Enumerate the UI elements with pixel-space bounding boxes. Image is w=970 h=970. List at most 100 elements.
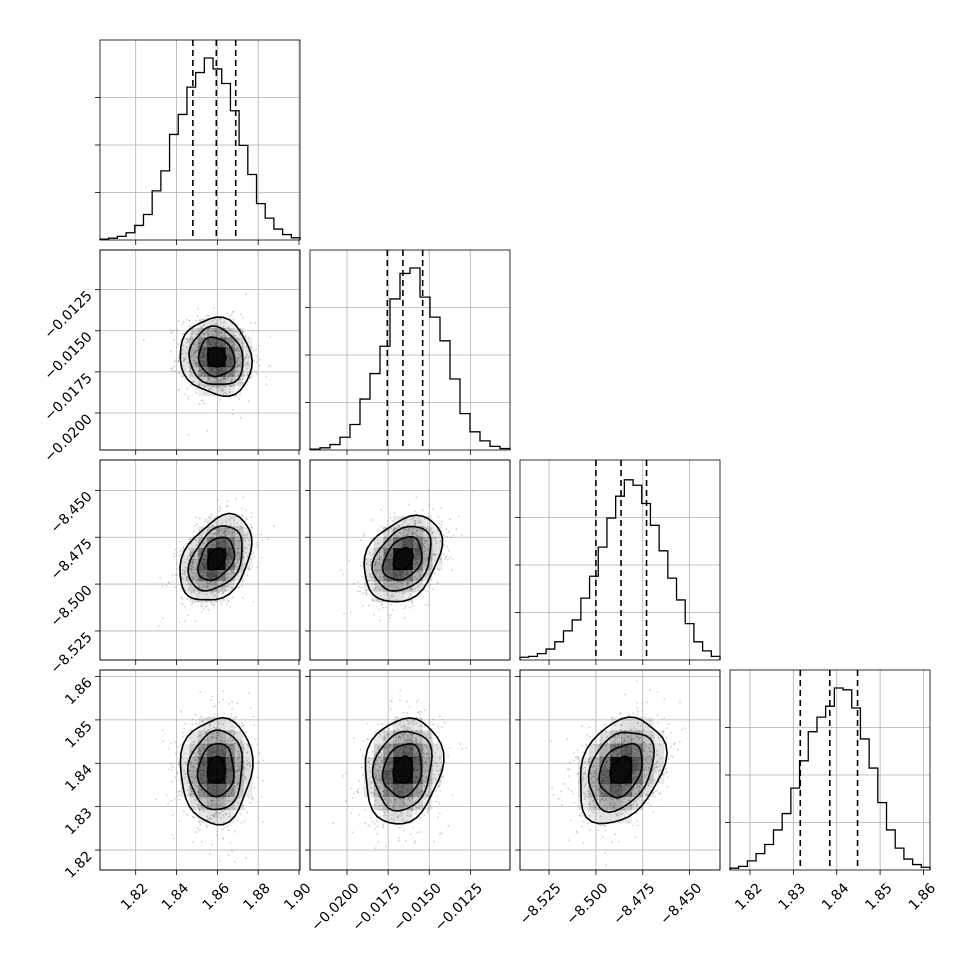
scatter-point [425, 745, 428, 747]
scatter-point [410, 721, 412, 723]
scatter-point [403, 520, 406, 523]
scatter-point [235, 541, 238, 544]
scatter-point [194, 364, 197, 366]
scatter-point [419, 522, 421, 524]
scatter-point [196, 345, 199, 347]
scatter-point [236, 551, 238, 554]
density-cell [198, 537, 208, 549]
scatter-point [448, 747, 451, 749]
scatter-point [214, 377, 217, 380]
scatter-point [247, 363, 249, 366]
density-cell [234, 376, 244, 387]
scatter-point [350, 812, 353, 814]
scatter-point [192, 558, 194, 561]
scatter-point [196, 580, 198, 583]
density-cell [432, 756, 443, 771]
density-cell [402, 558, 413, 571]
scatter-point [244, 334, 247, 337]
scatter-point [228, 783, 231, 786]
scatter-point [370, 781, 372, 784]
scatter-point [222, 690, 224, 693]
scatter-point [437, 816, 439, 819]
scatter-point [244, 776, 247, 778]
scatter-point [362, 774, 364, 777]
scatter-point [439, 715, 441, 717]
scatter-point [195, 581, 197, 584]
density-cell [412, 730, 423, 745]
scatter-point [205, 750, 208, 753]
scatter-point [222, 838, 224, 840]
density-cell [198, 526, 208, 538]
scatter-point [446, 535, 448, 538]
density-cell [225, 526, 235, 538]
scatter-point [177, 320, 180, 322]
scatter-point [425, 539, 428, 542]
scatter-point [406, 581, 409, 583]
scatter-point [427, 808, 430, 811]
scatter-point [237, 349, 240, 351]
scatter-point [212, 733, 215, 736]
density-cell [234, 347, 244, 358]
density-cell [180, 569, 190, 581]
scatter-point [227, 739, 230, 742]
scatter-point [211, 583, 213, 586]
scatter-point [183, 605, 186, 608]
scatter-point [246, 764, 249, 766]
scatter-point [193, 351, 196, 354]
scatter-point [242, 766, 245, 769]
scatter-point [191, 333, 193, 335]
scatter-point [227, 807, 230, 810]
scatter-point [402, 829, 405, 832]
scatter-point [222, 723, 224, 726]
scatter-point [178, 372, 180, 375]
scatter-point [420, 790, 423, 792]
scatter-point [244, 335, 247, 338]
scatter-point [205, 368, 208, 370]
scatter-point [223, 385, 226, 388]
scatter-point [390, 786, 393, 789]
scatter-point [237, 364, 240, 367]
scatter-point [183, 359, 186, 362]
scatter-point [425, 777, 427, 780]
density-cell [234, 730, 244, 745]
scatter-point [410, 518, 413, 520]
scatter-point [190, 591, 193, 594]
scatter-point [201, 797, 204, 800]
scatter-point [410, 741, 413, 744]
scatter-point [225, 533, 227, 536]
scatter-point [190, 787, 192, 789]
scatter-point [224, 336, 227, 338]
y-tick-label: 1.84 [62, 762, 95, 795]
scatter-point [238, 586, 241, 589]
scatter-point [243, 767, 246, 769]
density-contour [186, 729, 244, 811]
scatter-point [195, 579, 198, 582]
histogram-step [729, 687, 931, 870]
scatter-point [196, 578, 198, 581]
scatter-point [208, 853, 211, 855]
scatter-point [202, 747, 204, 749]
scatter-point [234, 562, 237, 565]
scatter-point [195, 356, 198, 358]
scatter-point [238, 540, 241, 543]
scatter-point [415, 752, 418, 755]
scatter-point [203, 725, 206, 728]
scatter-point [452, 534, 455, 537]
scatter-point [366, 562, 368, 565]
scatter-point [219, 859, 221, 862]
scatter-point [238, 557, 241, 559]
scatter-point [371, 575, 373, 578]
scatter-point [231, 340, 234, 343]
scatter-point [186, 789, 189, 791]
scatter-point [378, 608, 381, 611]
scatter-point [201, 372, 204, 374]
scatter-point [383, 737, 386, 740]
scatter-point [433, 840, 435, 843]
scatter-point [372, 588, 374, 591]
scatter-point [252, 796, 254, 799]
scatter-point [238, 514, 241, 517]
scatter-point [231, 752, 234, 755]
scatter-point [411, 796, 414, 799]
scatter-point [186, 338, 189, 341]
scatter-point [415, 530, 418, 532]
